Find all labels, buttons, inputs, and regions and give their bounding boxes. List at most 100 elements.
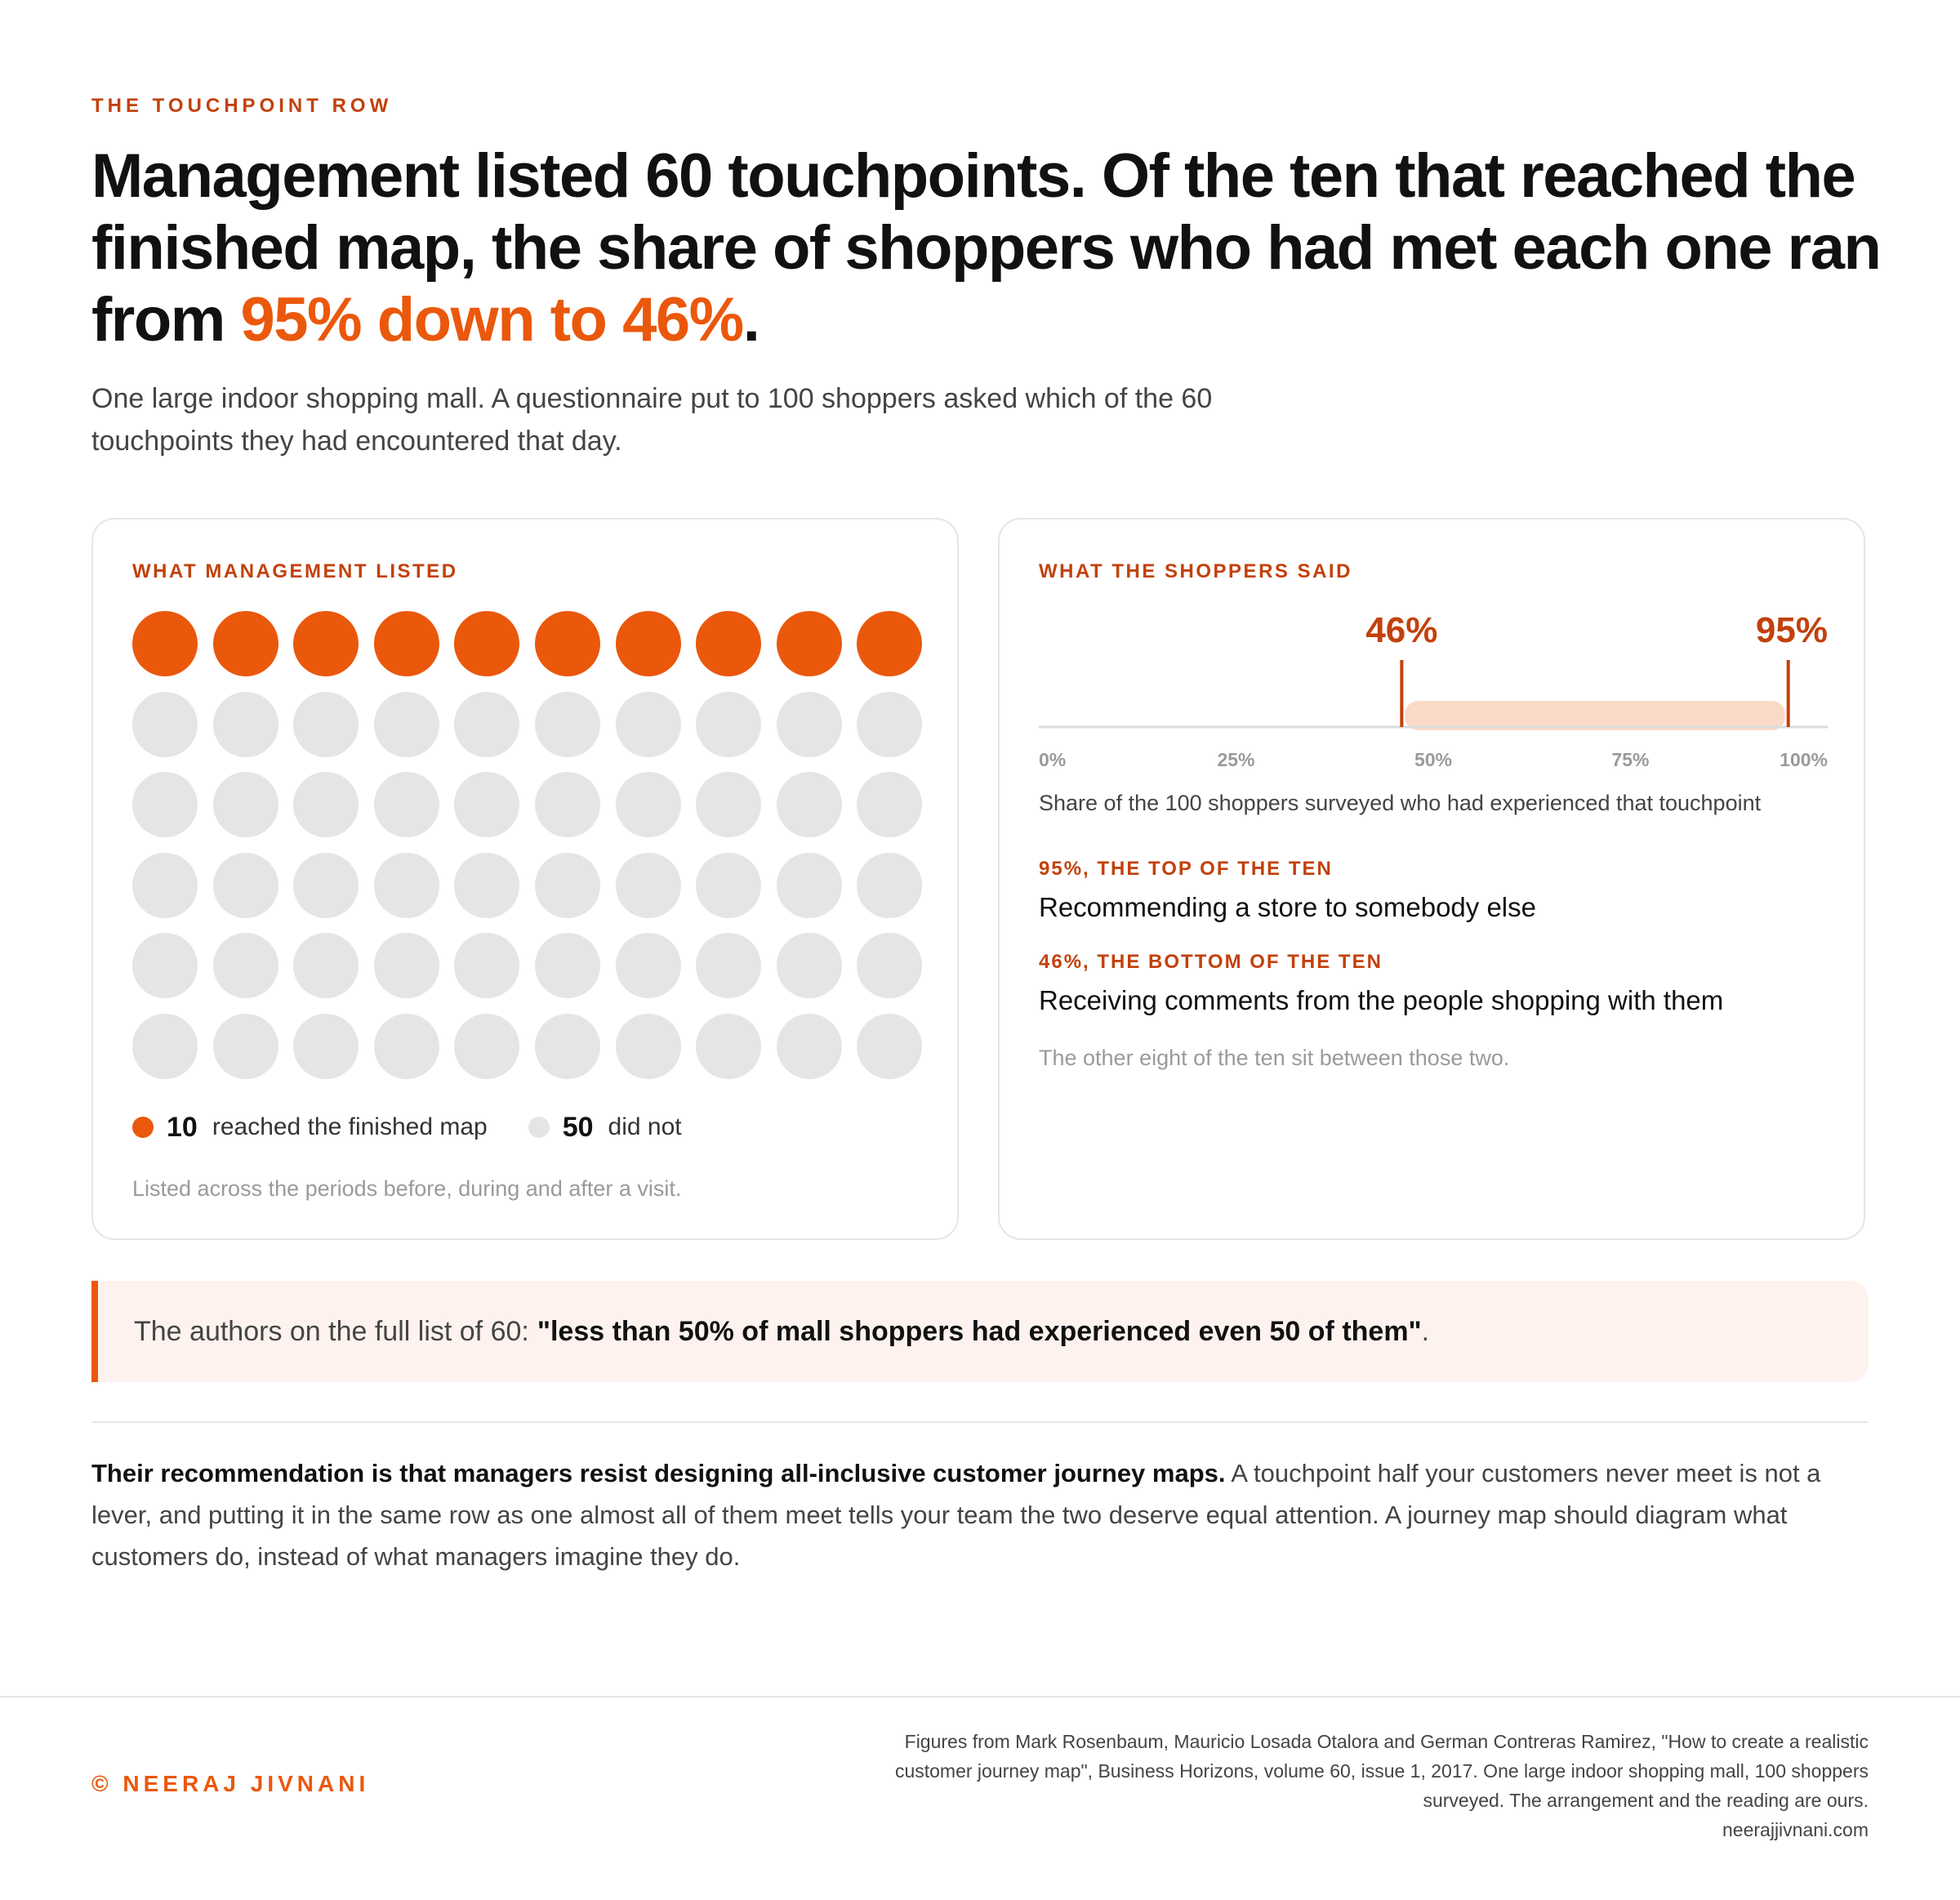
recommendation-rest: A touchpoint half your customers never m… [91, 1459, 1821, 1571]
touchpoint-dot-unmapped [132, 852, 198, 918]
touchpoint-dot-unmapped [212, 691, 278, 757]
other-eight-note: The other eight of the ten sit between t… [1039, 1046, 1510, 1070]
legend-reached-count: 10 [167, 1111, 198, 1143]
recommendation: Their recommendation is that managers re… [91, 1452, 1872, 1577]
touchpoint-dot-mapped [293, 611, 359, 676]
range-band [1405, 701, 1785, 730]
axis-tick-label: 50% [1414, 749, 1452, 770]
touchpoint-dot-unmapped [454, 1014, 520, 1079]
touchpoint-dot-unmapped [696, 1014, 762, 1079]
source-line: customer journey map", Business Horizons… [894, 1760, 1869, 1782]
shoppers-card-title: WHAT THE SHOPPERS SAID [1039, 560, 1352, 582]
touchpoint-dot-mapped [615, 611, 681, 676]
management-card-title: WHAT MANAGEMENT LISTED [132, 560, 458, 582]
touchpoint-dot-unmapped [293, 933, 359, 999]
copyright: © NEERAJ JIVNANI [91, 1771, 370, 1796]
touchpoint-dot-unmapped [373, 691, 439, 757]
footer-divider [0, 1696, 1960, 1697]
touchpoint-dot-unmapped [776, 852, 842, 918]
touchpoint-dot-unmapped [776, 772, 842, 838]
touchpoint-dot-mapped [212, 611, 278, 676]
touchpoint-dot-mapped [696, 611, 762, 676]
touchpoint-dot-unmapped [857, 772, 923, 838]
recommendation-bold: Their recommendation is that managers re… [91, 1459, 1226, 1487]
touchpoint-dot-unmapped [696, 933, 762, 999]
range-value-label: 95% [1756, 610, 1828, 650]
subtitle: One large indoor shopping mall. A questi… [91, 383, 1213, 457]
legend-not-swatch [528, 1117, 550, 1138]
quote-lead: The authors on the full list of 60: [134, 1315, 529, 1347]
headline-highlight: 95% down to 46% [240, 285, 745, 355]
touchpoint-dot-unmapped [857, 1014, 923, 1079]
touchpoint-dot-unmapped [132, 933, 198, 999]
bottom-touchpoint-text: Receiving comments from the people shopp… [1039, 985, 1724, 1015]
headline: Management listed 60 touchpoints. Of the… [91, 140, 1888, 356]
touchpoint-dot-unmapped [857, 852, 923, 918]
touchpoint-dot-unmapped [454, 772, 520, 838]
touchpoint-dot-mapped [535, 611, 600, 676]
legend-not-label: did not [608, 1113, 682, 1140]
touchpoint-dot-unmapped [373, 772, 439, 838]
axis-tick-label: 75% [1611, 749, 1649, 770]
touchpoint-dot-mapped [776, 611, 842, 676]
touchpoint-dot-unmapped [535, 852, 600, 918]
touchpoint-dot-unmapped [776, 933, 842, 999]
touchpoint-dot-unmapped [615, 933, 681, 999]
range-axis-caption: Share of the 100 shoppers surveyed who h… [1039, 791, 1762, 815]
source-line: surveyed. The arrangement and the readin… [1423, 1790, 1869, 1811]
eyebrow: THE TOUCHPOINT ROW [91, 95, 393, 117]
legend-reached-label: reached the finished map [212, 1113, 488, 1140]
touchpoint-dot-unmapped [212, 772, 278, 838]
touchpoint-dot-unmapped [132, 772, 198, 838]
source-website: neerajjivnani.com [1722, 1819, 1869, 1840]
touchpoint-dot-unmapped [696, 691, 762, 757]
touchpoint-dot-unmapped [293, 852, 359, 918]
touchpoint-dot-mapped [454, 611, 520, 676]
touchpoint-dot-unmapped [373, 1014, 439, 1079]
touchpoint-dot-unmapped [212, 1014, 278, 1079]
touchpoint-dot-unmapped [615, 852, 681, 918]
touchpoint-dot-unmapped [535, 691, 600, 757]
touchpoint-dot-unmapped [293, 691, 359, 757]
axis-tick-label: 0% [1039, 749, 1066, 770]
headline-period: . [742, 285, 760, 355]
top-touchpoint-label: 95%, THE TOP OF THE TEN [1039, 858, 1333, 880]
touchpoint-dot-mapped [857, 611, 923, 676]
waffle-legend: 10 reached the finished map 50 did not [132, 1111, 682, 1144]
touchpoint-dot-unmapped [454, 691, 520, 757]
divider [91, 1421, 1869, 1423]
touchpoint-dot-unmapped [615, 772, 681, 838]
touchpoint-dot-unmapped [696, 772, 762, 838]
touchpoint-dot-unmapped [454, 933, 520, 999]
source-note: Figures from Mark Rosenbaum, Mauricio Lo… [725, 1727, 1869, 1844]
axis-tick-label: 100% [1780, 749, 1828, 770]
touchpoint-dot-unmapped [535, 933, 600, 999]
touchpoint-waffle-grid [132, 611, 924, 1079]
touchpoint-dot-unmapped [212, 852, 278, 918]
axis-tick-label: 25% [1217, 749, 1254, 770]
touchpoint-dot-unmapped [776, 1014, 842, 1079]
shoppers-card: WHAT THE SHOPPERS SAID 46% 95% 0% 25% 50% 75%… [998, 518, 1865, 1240]
legend-not-count: 50 [562, 1111, 594, 1143]
authors-quote: The authors on the full list of 60: "les… [91, 1281, 1869, 1382]
range-chart: 46% 95% 0% 25% 50% 75% 100% [1039, 610, 1828, 770]
touchpoint-dot-unmapped [615, 691, 681, 757]
quote-bold: "less than 50% of mall shoppers had expe… [537, 1315, 1422, 1347]
touchpoint-dot-unmapped [615, 1014, 681, 1079]
touchpoint-dot-unmapped [132, 1014, 198, 1079]
headline-text: Management listed 60 touchpoints. Of the… [91, 141, 1882, 355]
quote-tail: . [1421, 1315, 1430, 1347]
touchpoint-dot-unmapped [535, 1014, 600, 1079]
touchpoint-dot-unmapped [696, 852, 762, 918]
touchpoint-dot-unmapped [293, 772, 359, 838]
touchpoint-dot-unmapped [857, 933, 923, 999]
touchpoint-dot-unmapped [776, 691, 842, 757]
source-line: Figures from Mark Rosenbaum, Mauricio Lo… [904, 1731, 1869, 1752]
touchpoint-dot-unmapped [132, 691, 198, 757]
bottom-touchpoint-label: 46%, THE BOTTOM OF THE TEN [1039, 951, 1383, 973]
top-touchpoint-text: Recommending a store to somebody else [1039, 892, 1536, 922]
touchpoint-dot-mapped [373, 611, 439, 676]
management-card: WHAT MANAGEMENT LISTED 10 reached the fi… [91, 518, 959, 1240]
touchpoint-dot-unmapped [857, 691, 923, 757]
range-value-label: 46% [1365, 610, 1437, 650]
